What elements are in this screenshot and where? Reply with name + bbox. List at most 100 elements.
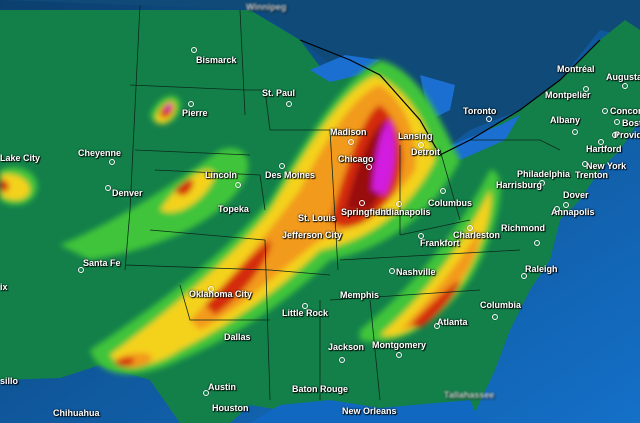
city-marker-icon bbox=[598, 139, 604, 145]
city-label: St. Paul bbox=[262, 88, 296, 98]
city-marker-icon bbox=[418, 233, 424, 239]
city-label: Chihuahua bbox=[53, 408, 100, 418]
city-label: Baton Rouge bbox=[292, 384, 348, 394]
city-label: Charleston bbox=[453, 230, 501, 240]
city-label: Harrisburg bbox=[496, 180, 543, 190]
city-label: Frankfort bbox=[420, 238, 460, 248]
city-label: Nashville bbox=[396, 267, 436, 277]
city-label: St. Louis bbox=[298, 213, 336, 223]
gulf-of-mexico bbox=[250, 400, 480, 423]
state-borders bbox=[124, 4, 601, 401]
city-marker-icon bbox=[467, 225, 473, 231]
city-label: Hartford bbox=[586, 144, 622, 154]
city-label: Columbus bbox=[428, 198, 472, 208]
city-label: Chicago bbox=[338, 154, 374, 164]
city-label: Lake City bbox=[0, 153, 41, 163]
city-marker-icon bbox=[396, 352, 402, 358]
city-marker-icon bbox=[572, 129, 578, 135]
city-label: Detroit bbox=[411, 147, 440, 157]
city-label: Topeka bbox=[218, 204, 249, 214]
city-label: Albany bbox=[550, 115, 581, 125]
city-label: Lansing bbox=[398, 131, 433, 141]
city-label: Jefferson City bbox=[282, 230, 343, 240]
city-marker-icon bbox=[614, 119, 620, 125]
city-label: Oklahoma City bbox=[189, 289, 253, 299]
city-label: Richmond bbox=[501, 223, 545, 233]
city-label: Philadelphia bbox=[517, 169, 571, 179]
city-marker-icon bbox=[418, 142, 424, 148]
city-label: Atlanta bbox=[437, 317, 468, 327]
city-marker-icon bbox=[554, 206, 560, 212]
city-label: Tallahassee bbox=[444, 390, 495, 400]
city-label: Santa Fe bbox=[83, 258, 121, 268]
city-label: Houston bbox=[212, 403, 249, 413]
lake-erie-ontario bbox=[440, 115, 520, 160]
city-label: New York bbox=[586, 161, 627, 171]
city-marker-icon bbox=[339, 357, 345, 363]
city-label: Columbia bbox=[480, 300, 522, 310]
city-marker-icon bbox=[492, 314, 498, 320]
city-label: Montpelier bbox=[545, 90, 591, 100]
city-label: Raleigh bbox=[525, 264, 558, 274]
city-label: Montgomery bbox=[372, 340, 426, 350]
city-marker-icon bbox=[191, 47, 197, 53]
city-marker-icon bbox=[279, 163, 285, 169]
city-label: Augusta bbox=[606, 72, 640, 82]
city-label: sillo bbox=[0, 376, 19, 386]
city-label: Memphis bbox=[340, 290, 380, 300]
city-marker-icon bbox=[434, 323, 440, 329]
city-marker-icon bbox=[534, 240, 540, 246]
city-label: Austin bbox=[208, 382, 236, 392]
city-marker-icon bbox=[203, 390, 209, 396]
city-marker-icon bbox=[563, 202, 569, 208]
city-label: Dallas bbox=[224, 332, 251, 342]
city-label: Providence bbox=[614, 130, 640, 140]
city-marker-icon bbox=[208, 286, 214, 292]
city-marker-icon bbox=[582, 161, 588, 167]
city-marker-icon bbox=[486, 116, 492, 122]
city-marker-icon bbox=[440, 188, 446, 194]
city-marker-icon bbox=[539, 180, 545, 186]
city-label: Cheyenne bbox=[78, 148, 122, 158]
city-label: New Orleans bbox=[342, 406, 397, 416]
city-label: Montréal bbox=[557, 64, 595, 74]
city-label: Pierre bbox=[182, 108, 208, 118]
city-label: Des Moines bbox=[265, 170, 316, 180]
precipitation-bands bbox=[0, 60, 501, 374]
city-label: ix bbox=[0, 282, 8, 292]
city-marker-icon bbox=[235, 182, 241, 188]
canada-region bbox=[0, 0, 640, 160]
city-marker-icon bbox=[359, 200, 365, 206]
city-marker-icon bbox=[366, 164, 372, 170]
city-label: Indianapolis bbox=[378, 207, 431, 217]
city-marker-icon bbox=[302, 303, 308, 309]
city-label: Bismarck bbox=[196, 55, 237, 65]
city-label: Denver bbox=[112, 188, 143, 198]
city-marker-icon bbox=[105, 185, 111, 191]
city-label: Boston bbox=[622, 118, 640, 128]
city-marker-icon bbox=[286, 101, 292, 107]
city-label: Annapolis bbox=[551, 207, 595, 217]
city-marker-icon bbox=[521, 273, 527, 279]
city-marker-icon bbox=[389, 268, 395, 274]
city-marker-icon bbox=[622, 83, 628, 89]
city-marker-icon bbox=[78, 267, 84, 273]
lake-superior bbox=[310, 55, 380, 82]
city-marker-icon bbox=[109, 159, 115, 165]
city-label: Concord bbox=[610, 106, 640, 116]
city-marker-icon bbox=[612, 132, 618, 138]
city-marker-icon bbox=[602, 108, 608, 114]
city-marker-icon bbox=[348, 139, 354, 145]
city-label: Winnipeg bbox=[246, 2, 287, 12]
city-label: Madison bbox=[330, 127, 367, 137]
city-label: Trenton bbox=[575, 170, 608, 180]
city-label: Dover bbox=[563, 190, 589, 200]
city-marker-icon bbox=[396, 201, 402, 207]
city-marker-icon bbox=[583, 86, 589, 92]
city-label: Little Rock bbox=[282, 308, 329, 318]
city-label: Jackson bbox=[328, 342, 365, 352]
city-marker-icon bbox=[188, 101, 194, 107]
city-label: Springfield bbox=[341, 207, 388, 217]
city-label: Lincoln bbox=[205, 170, 237, 180]
